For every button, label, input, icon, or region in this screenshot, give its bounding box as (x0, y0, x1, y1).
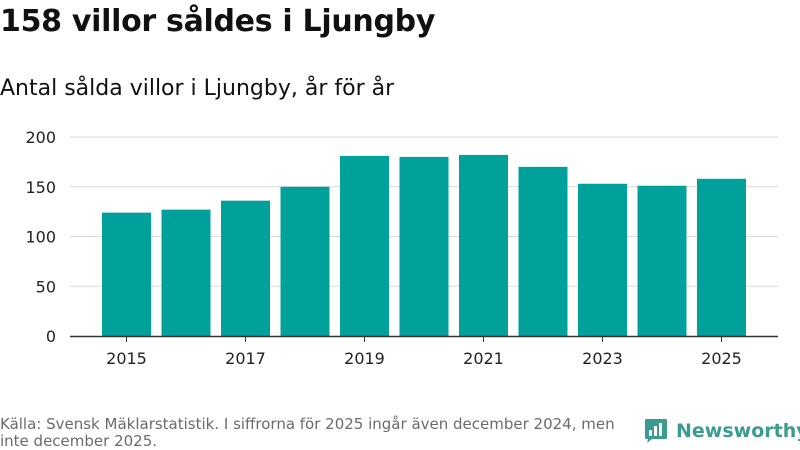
x-tick-label: 2017 (225, 349, 266, 368)
source-note: Källa: Svensk Mäklarstatistik. I siffror… (0, 415, 615, 450)
bar-2018 (280, 186, 330, 336)
y-tick-label: 150 (25, 178, 56, 197)
y-tick-label: 100 (25, 228, 56, 247)
x-tick-label: 2015 (106, 349, 147, 368)
x-tick-labels: 2015 2017 2019 2021 2023 2025 (106, 336, 742, 368)
bar-2023 (578, 183, 627, 336)
bar-2017 (221, 200, 270, 336)
bar-2021 (459, 154, 508, 336)
chart-subtitle: Antal sålda villor i Ljungby, år för år (0, 76, 395, 101)
x-tick-label: 2023 (582, 349, 623, 368)
x-tick-label: 2025 (701, 349, 742, 368)
bar-2024 (637, 185, 687, 336)
bar-2022 (518, 166, 568, 336)
bar-2015 (102, 212, 151, 336)
y-tick-labels: 0 50 100 150 200 (25, 128, 56, 346)
newsworthy-logo-text: Newsworthy (676, 420, 800, 442)
y-tick-label: 200 (25, 128, 56, 147)
y-tick-label: 0 (46, 327, 56, 346)
bar-2016 (161, 209, 211, 336)
bar-2019 (340, 155, 389, 336)
bars (102, 154, 746, 336)
newsworthy-logo: Newsworthy (644, 418, 800, 444)
x-tick-label: 2019 (344, 349, 385, 368)
bar-2025 (697, 178, 746, 336)
bar-chart: 0 50 100 150 200 2015 2017 2019 2021 2023 2025 (25, 128, 778, 368)
chart-title: 158 villor såldes i Ljungby (0, 4, 436, 39)
y-tick-label: 50 (36, 277, 56, 296)
bar-2020 (399, 156, 449, 336)
x-tick-label: 2021 (463, 349, 504, 368)
newsworthy-logo-icon (645, 419, 667, 443)
